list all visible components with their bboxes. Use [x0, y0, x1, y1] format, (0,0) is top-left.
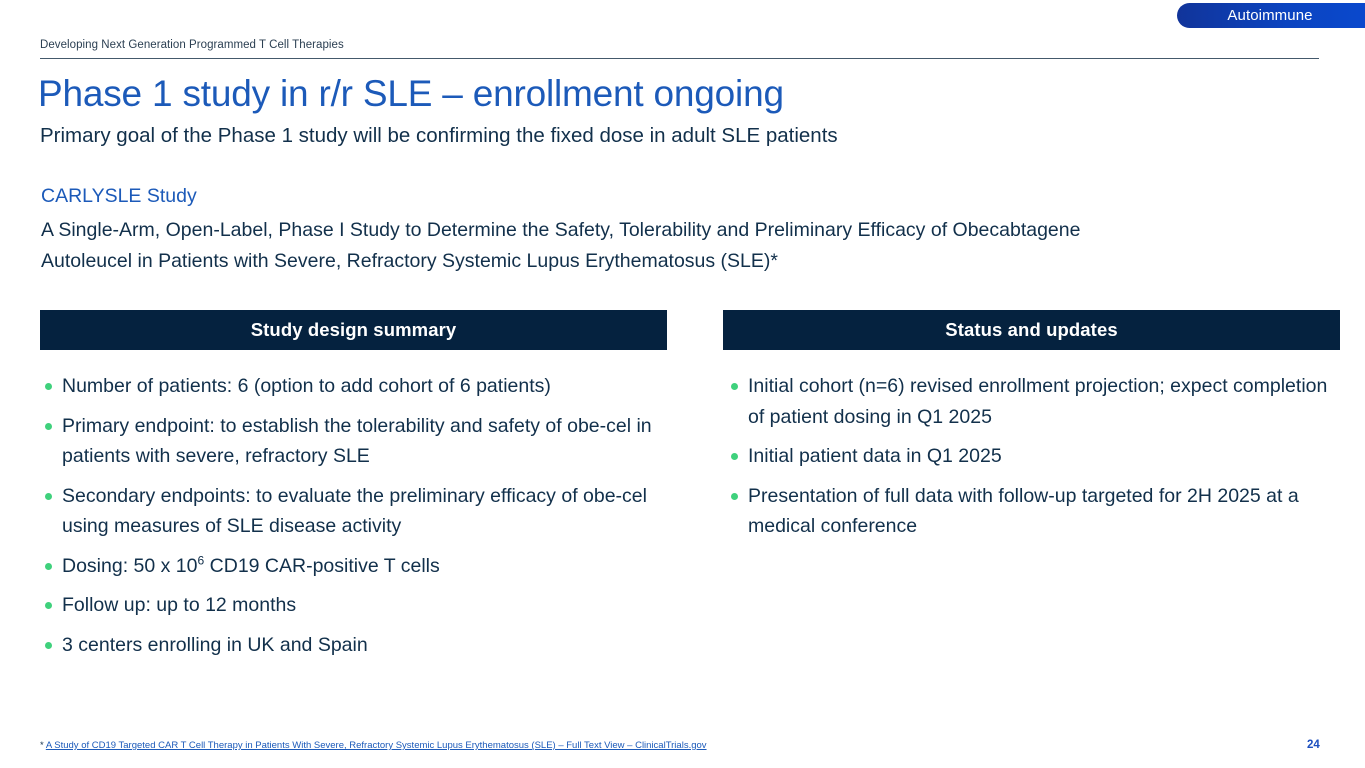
dosing-text-before: Dosing: 50 x 10 — [62, 554, 198, 577]
panel-status-updates: Status and updates Initial cohort (n=6) … — [723, 310, 1340, 551]
page-title: Phase 1 study in r/r SLE – enrollment on… — [38, 73, 784, 114]
list-item: Secondary endpoints: to evaluate the pre… — [40, 481, 667, 542]
category-badge: Autoimmune — [1177, 3, 1365, 28]
footnote: * A Study of CD19 Targeted CAR T Cell Th… — [40, 740, 707, 751]
list-item: 3 centers enrolling in UK and Spain — [40, 630, 667, 661]
study-name: CARLYSLE Study — [41, 185, 197, 207]
footnote-link[interactable]: A Study of CD19 Targeted CAR T Cell Ther… — [45, 740, 707, 751]
header-divider — [40, 58, 1319, 59]
dosing-text-after: CD19 CAR-positive T cells — [204, 554, 440, 577]
list-item: Presentation of full data with follow-up… — [723, 481, 1340, 542]
list-item: Number of patients: 6 (option to add coh… — [40, 371, 667, 402]
panel-header-study-design: Study design summary — [40, 310, 667, 350]
footnote-asterisk: * — [40, 740, 46, 751]
list-item: Follow up: up to 12 months — [40, 590, 667, 621]
panel-header-status-updates: Status and updates — [723, 310, 1340, 350]
status-updates-bullet-list: Initial cohort (n=6) revised enrollment … — [723, 371, 1340, 542]
list-item: Initial cohort (n=6) revised enrollment … — [723, 371, 1340, 432]
study-description: A Single-Arm, Open-Label, Phase I Study … — [41, 219, 1081, 272]
page-number: 24 — [1307, 739, 1320, 751]
running-header-text: Developing Next Generation Programmed T … — [40, 39, 344, 51]
study-design-bullet-list: Number of patients: 6 (option to add coh… — [40, 371, 667, 660]
list-item: Dosing: 50 x 106 CD19 CAR-positive T cel… — [40, 551, 667, 582]
list-item: Initial patient data in Q1 2025 — [723, 441, 1340, 472]
panel-study-design: Study design summary Number of patients:… — [40, 310, 667, 669]
page-subtitle: Primary goal of the Phase 1 study will b… — [40, 124, 838, 147]
list-item: Primary endpoint: to establish the toler… — [40, 411, 667, 472]
dosing-exponent: 6 — [197, 553, 205, 567]
